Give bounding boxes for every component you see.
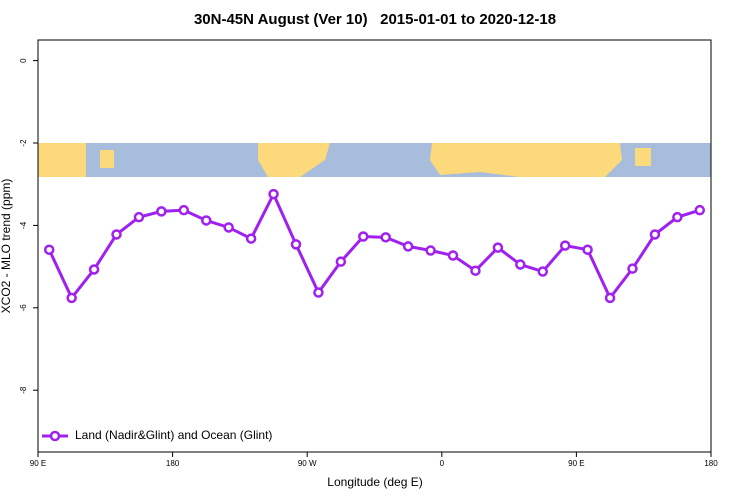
point <box>425 245 436 256</box>
point <box>694 204 706 216</box>
point <box>156 206 167 217</box>
point <box>133 211 145 223</box>
x-tick-label: 180 <box>166 459 180 468</box>
point <box>515 259 526 270</box>
y-axis-label: XCO2 - MLO trend (ppm) <box>0 179 13 314</box>
x-axis-label: Longitude (deg E) <box>327 475 422 489</box>
point <box>447 250 459 261</box>
point <box>537 266 548 277</box>
plot-frame <box>37 39 712 453</box>
point <box>582 244 593 255</box>
legend-label: Land (Nadir&Glint) and Ocean (Glint) <box>75 428 272 442</box>
point <box>649 229 661 240</box>
x-tick-label: 90 W <box>298 459 317 468</box>
point <box>313 287 324 298</box>
x-tick-label: 180 <box>704 459 718 468</box>
point <box>178 204 190 216</box>
chart-title: 30N-45N August (Ver 10) 2015-01-01 to 20… <box>194 11 556 28</box>
y-tick-label: -6 <box>19 304 28 312</box>
point <box>470 265 481 276</box>
point <box>268 188 279 200</box>
land <box>100 150 114 168</box>
y-tick-label: 0 <box>19 58 28 63</box>
x-tick-label: 0 <box>440 459 445 468</box>
point <box>66 292 77 304</box>
point <box>559 240 571 251</box>
point <box>604 292 616 304</box>
point <box>290 239 302 250</box>
land <box>635 148 651 166</box>
x-tick-label: 90 E <box>568 459 584 468</box>
point <box>380 232 391 243</box>
point <box>672 211 683 223</box>
land <box>430 143 622 177</box>
point <box>245 233 257 244</box>
map-band <box>38 143 711 177</box>
y-tick-label: -2 <box>19 139 28 147</box>
legend-marker <box>49 430 61 442</box>
x-tick-label: 90 E <box>30 459 46 468</box>
land <box>258 143 330 177</box>
land <box>38 143 86 177</box>
point <box>88 264 100 275</box>
point <box>201 215 212 226</box>
point <box>402 241 414 252</box>
point <box>358 231 369 242</box>
series-line <box>47 190 701 301</box>
point <box>111 229 122 240</box>
point <box>627 263 638 274</box>
point <box>492 242 504 253</box>
y-tick-label: -4 <box>19 221 28 229</box>
point <box>223 222 234 233</box>
point <box>335 256 347 267</box>
y-tick-label: -8 <box>19 386 28 394</box>
point <box>43 244 55 255</box>
